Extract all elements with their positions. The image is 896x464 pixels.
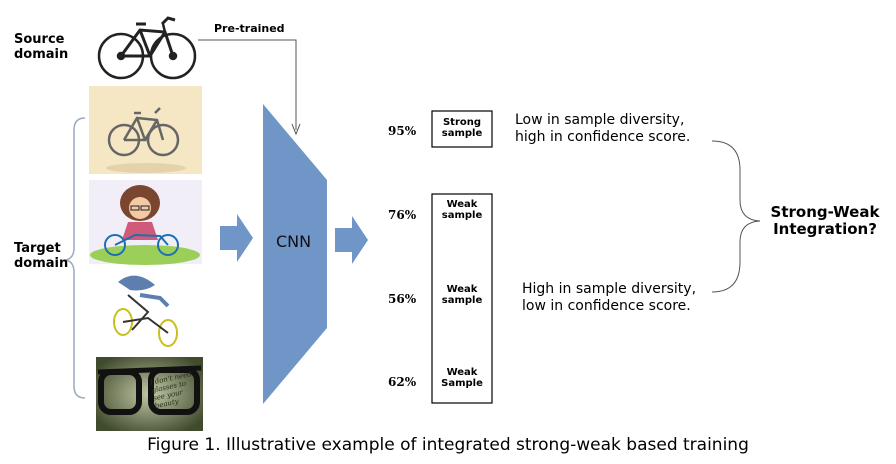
weak-note-line-1: High in sample diversity, — [522, 281, 697, 297]
weak-sample-label-3: Weak Sample — [441, 367, 483, 389]
pretrained-label: Pre-trained — [214, 22, 285, 35]
weak-note: High in sample diversity, low in confide… — [522, 281, 696, 315]
strong-sample-label: Strong sample — [441, 117, 483, 139]
strong-sample-box — [431, 110, 493, 148]
weak-sample-label-2: Weak sample — [441, 284, 483, 306]
target-bicycle-photo — [89, 86, 202, 174]
strong-note: Low in sample diversity, high in confide… — [515, 112, 690, 146]
target-sketch-cyclist-image — [89, 268, 202, 350]
target-domain-label: Target domain — [14, 241, 69, 271]
percent-strong: 95% — [388, 124, 417, 138]
integration-line-2: Integration? — [773, 220, 877, 238]
percent-weak-3: 62% — [388, 375, 417, 389]
target-glasses-photo — [96, 357, 203, 431]
integration-brace — [711, 140, 761, 293]
strong-note-line-2: high in confidence score. — [515, 129, 691, 145]
strong-note-line-1: Low in sample diversity, — [515, 112, 685, 128]
input-arrow — [220, 214, 253, 262]
target-domain-brace — [65, 117, 86, 399]
source-domain-label: Source domain — [14, 32, 69, 62]
cnn-block — [263, 104, 327, 404]
weak-note-line-2: low in confidence score. — [522, 298, 691, 314]
integration-label: Strong-Weak Integration? — [760, 204, 890, 238]
figure-caption: Figure 1. Illustrative example of integr… — [147, 435, 749, 455]
percent-weak-2: 56% — [388, 292, 417, 306]
weak-sample-label-1: Weak sample — [441, 199, 483, 221]
output-arrow — [335, 216, 368, 264]
pretrained-connector — [198, 39, 297, 130]
pretrained-arrowhead — [291, 123, 301, 136]
target-cartoon-girl-image — [89, 180, 202, 265]
source-bicycle-image — [97, 16, 197, 80]
cnn-label: CNN — [276, 232, 312, 251]
percent-weak-1: 76% — [388, 208, 417, 222]
integration-line-1: Strong-Weak — [770, 203, 880, 221]
weak-samples-box — [431, 193, 493, 404]
